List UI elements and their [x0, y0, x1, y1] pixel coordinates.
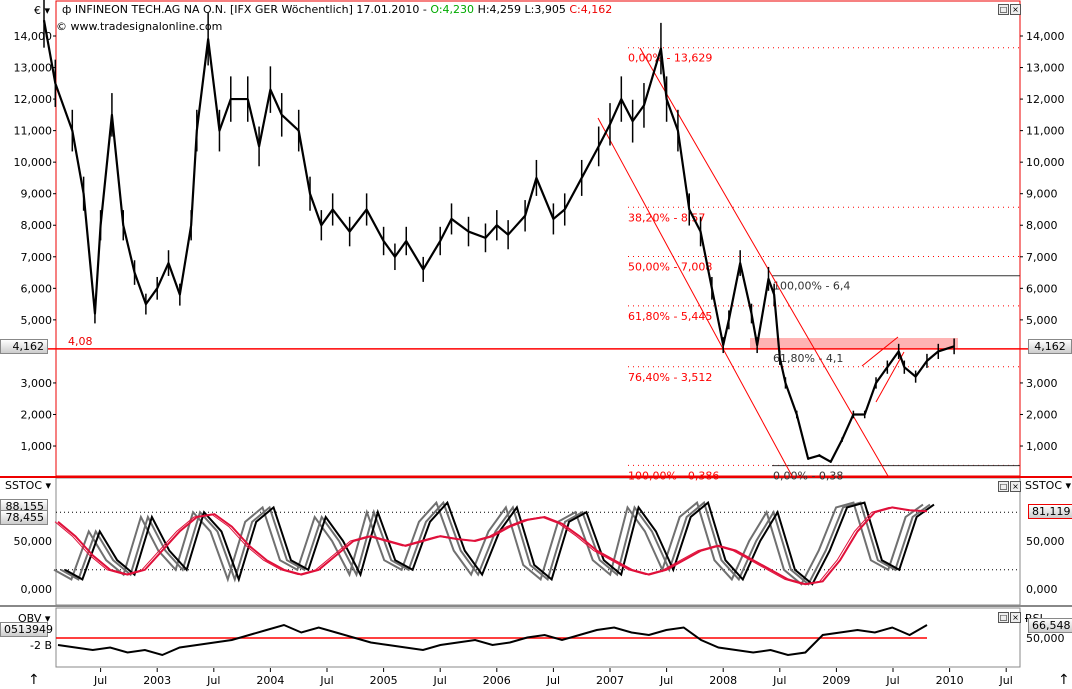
- chart-title: ф INFINEON TECH.AG NA O.N. [IFX GER Wöch…: [62, 3, 612, 16]
- x-tick-label: Jul: [319, 674, 333, 687]
- stoch-tag-d: 78,455: [0, 510, 48, 525]
- scroll-right-arrow-icon[interactable]: ↑: [1058, 672, 1070, 688]
- y-tick-label-left: 1,000: [21, 440, 53, 453]
- x-tick-label: 2007: [596, 674, 624, 687]
- y-tick-label-left: 14,000: [14, 30, 53, 43]
- y-tick-label-right: 1,000: [1026, 440, 1058, 453]
- price-tag-right: 4,162: [1028, 339, 1072, 354]
- y-tick-label-left: 11,000: [14, 125, 53, 138]
- low-value: L:3,905: [524, 3, 566, 16]
- price-series: [42, 20, 955, 463]
- y-tick-label-left: 8,000: [21, 219, 53, 232]
- channel-line-lower: [597, 117, 793, 477]
- fib-level-label: 76,40% - 3,512: [628, 371, 712, 384]
- y-tick-label-left: 2,000: [21, 408, 53, 421]
- y-tick-label-right: 6,000: [1026, 282, 1058, 295]
- x-tick-label: Jul: [772, 674, 786, 687]
- x-tick-label: 2004: [256, 674, 284, 687]
- y-tick-label-right: 9,000: [1026, 188, 1058, 201]
- y-tick-label-left: 7,000: [21, 251, 53, 264]
- instrument-title: INFINEON TECH.AG NA O.N. [IFX GER Wöchen…: [74, 3, 427, 16]
- x-tick-label: Jul: [93, 674, 107, 687]
- stoch-tick-right: 0,000: [1026, 583, 1058, 596]
- price-panel-frame: [55, 0, 1021, 477]
- stoch-d-line: [54, 506, 925, 585]
- copyright: © www.tradesignalonline.com: [56, 20, 223, 33]
- scroll-left-arrow-icon[interactable]: ↑: [28, 672, 40, 688]
- x-tick-label: Jul: [659, 674, 673, 687]
- x-tick-label: 2006: [483, 674, 511, 687]
- y-tick-label-right: 12,000: [1026, 93, 1065, 106]
- x-tick-label: Jul: [546, 674, 560, 687]
- open-value: O:4,230: [430, 3, 475, 16]
- y-tick-label-left: 13,000: [14, 62, 53, 75]
- y-tick-label-left: 10,000: [14, 156, 53, 169]
- fib2-level-label: 61,80% - 4,1: [773, 352, 843, 365]
- rsi-tag: 66,548: [1028, 618, 1072, 633]
- y-tick-label-left: 3,000: [21, 377, 53, 390]
- y-tick-label-right: 13,000: [1026, 62, 1065, 75]
- fib-level-label: 50,00% - 7,008: [628, 261, 712, 274]
- x-tick-label: Jul: [999, 674, 1013, 687]
- y-tick-label-right: 10,000: [1026, 156, 1065, 169]
- currency-selector[interactable]: € ▾: [34, 4, 51, 17]
- stoch-k-line: [60, 500, 931, 586]
- price-tag-left: 4,162: [0, 339, 48, 354]
- x-tick-label: 2005: [370, 674, 398, 687]
- y-tick-label-right: 3,000: [1026, 377, 1058, 390]
- chart-symbol-icon: ф: [62, 3, 75, 16]
- stoch-tag-right: 81,119: [1028, 504, 1072, 519]
- obv-tag: 0513949: [0, 622, 53, 637]
- x-tick-label: 2010: [936, 674, 964, 687]
- y-tick-label-right: 14,000: [1026, 30, 1065, 43]
- maximize-button[interactable]: □: [998, 4, 1009, 15]
- rsi-tick-right: 50,000: [1026, 632, 1065, 645]
- y-tick-label-right: 11,000: [1026, 125, 1065, 138]
- close-value: C:4,162: [569, 3, 613, 16]
- obv-title[interactable]: OBV ▾: [18, 612, 51, 625]
- y-tick-label-right: 5,000: [1026, 314, 1058, 327]
- support-label: 4,08: [68, 335, 93, 348]
- trend-line: [875, 351, 905, 403]
- stoch-d-line: [57, 506, 928, 586]
- y-tick-label-left: 5,000: [21, 314, 53, 327]
- obv-maximize-button[interactable]: □: [998, 612, 1009, 623]
- obv-tick-left: -2 B: [30, 639, 52, 652]
- y-tick-label-right: 2,000: [1026, 408, 1058, 421]
- close-button[interactable]: ×: [1010, 4, 1021, 15]
- stoch-tick-left: 0,000: [21, 583, 53, 596]
- obv-close-button[interactable]: ×: [1010, 612, 1021, 623]
- channel-line-upper: [639, 47, 889, 477]
- stoch-title-right[interactable]: SSTOC ▾: [1025, 479, 1072, 492]
- y-tick-label-right: 8,000: [1026, 219, 1058, 232]
- x-tick-label: Jul: [885, 674, 899, 687]
- fib2-level-label: 100,00% - 6,4: [773, 280, 850, 293]
- y-tick-label-right: 7,000: [1026, 251, 1058, 264]
- y-tick-label-left: 9,000: [21, 188, 53, 201]
- fib-level-label: 61,80% - 5,445: [628, 310, 712, 323]
- obv-line: [57, 623, 928, 657]
- y-tick-label-left: 12,000: [14, 93, 53, 106]
- stoch-tick-right: 50,000: [1026, 535, 1065, 548]
- fib-level-label: 100,00% - 0,386: [628, 469, 719, 482]
- trend-line: [861, 336, 899, 367]
- high-value: H:4,259: [477, 3, 522, 16]
- fib2-level-label: 0,00% - 0,38: [773, 470, 843, 483]
- resistance-band: [750, 338, 958, 348]
- x-tick-label: Jul: [206, 674, 220, 687]
- x-tick-label: 2008: [709, 674, 737, 687]
- stoch-tick-left: 50,000: [14, 535, 53, 548]
- fib-level-label: 0,00% - 13,629: [628, 52, 712, 65]
- stoch-close-button[interactable]: ×: [1010, 481, 1021, 492]
- stoch-title-left[interactable]: SSTOC ▾: [5, 479, 52, 492]
- stoch-maximize-button[interactable]: □: [998, 481, 1009, 492]
- x-tick-label: Jul: [433, 674, 447, 687]
- fib-level-label: 38,20% - 8,57: [628, 211, 705, 224]
- x-tick-label: 2003: [143, 674, 171, 687]
- y-tick-label-left: 6,000: [21, 282, 53, 295]
- x-tick-label: 2009: [822, 674, 850, 687]
